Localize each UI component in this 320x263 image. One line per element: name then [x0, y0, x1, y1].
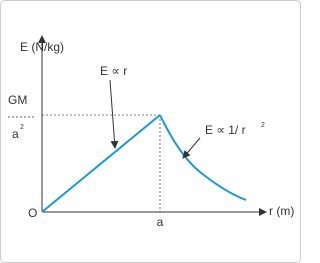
diagram: E (N/kg) r (m) O a GM a 2 E ∝ r E ∝ 1/ r… [0, 0, 301, 263]
annotation: E ∝ 1/ r [205, 123, 246, 137]
x-mark-label: a [157, 215, 164, 229]
annotation-exponent: 2 [261, 122, 265, 129]
pointer-arrow [182, 137, 201, 159]
linear-segment [41, 114, 161, 213]
y-mark-numerator: GM [8, 93, 27, 107]
annotation: E ∝ r [100, 64, 127, 78]
x-axis-label: r (m) [269, 204, 294, 218]
pointer-arrow [109, 79, 119, 149]
y-axis-label: E (N/kg) [20, 40, 64, 54]
inverse-square-curve [159, 114, 247, 201]
y-mark-exponent: 2 [20, 124, 24, 131]
origin-label: O [28, 206, 37, 220]
y-mark-denominator: a [12, 127, 19, 141]
